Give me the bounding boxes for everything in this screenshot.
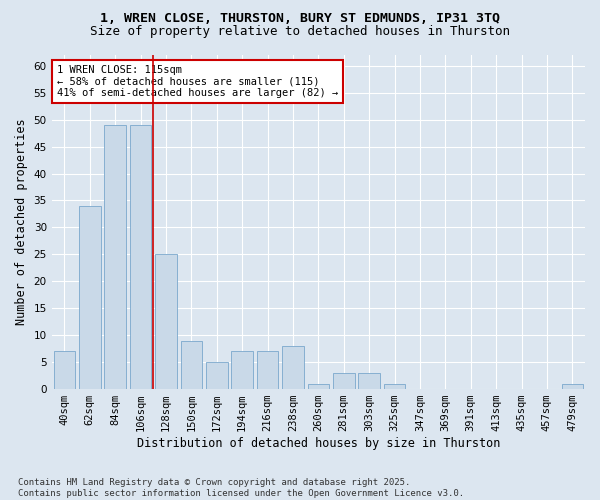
Bar xyxy=(358,373,380,389)
Bar xyxy=(130,125,151,389)
Bar xyxy=(333,373,355,389)
Bar xyxy=(282,346,304,389)
X-axis label: Distribution of detached houses by size in Thurston: Distribution of detached houses by size … xyxy=(137,437,500,450)
Bar xyxy=(104,125,126,389)
Text: Size of property relative to detached houses in Thurston: Size of property relative to detached ho… xyxy=(90,25,510,38)
Bar xyxy=(155,254,177,389)
Bar xyxy=(308,384,329,389)
Bar xyxy=(181,340,202,389)
Text: Contains HM Land Registry data © Crown copyright and database right 2025.
Contai: Contains HM Land Registry data © Crown c… xyxy=(18,478,464,498)
Bar xyxy=(257,352,278,389)
Text: 1, WREN CLOSE, THURSTON, BURY ST EDMUNDS, IP31 3TQ: 1, WREN CLOSE, THURSTON, BURY ST EDMUNDS… xyxy=(100,12,500,26)
Bar xyxy=(206,362,227,389)
Bar xyxy=(384,384,406,389)
Bar xyxy=(232,352,253,389)
Bar xyxy=(79,206,101,389)
Text: 1 WREN CLOSE: 115sqm
← 58% of detached houses are smaller (115)
41% of semi-deta: 1 WREN CLOSE: 115sqm ← 58% of detached h… xyxy=(57,65,338,98)
Bar xyxy=(562,384,583,389)
Y-axis label: Number of detached properties: Number of detached properties xyxy=(15,118,28,326)
Bar xyxy=(53,352,75,389)
